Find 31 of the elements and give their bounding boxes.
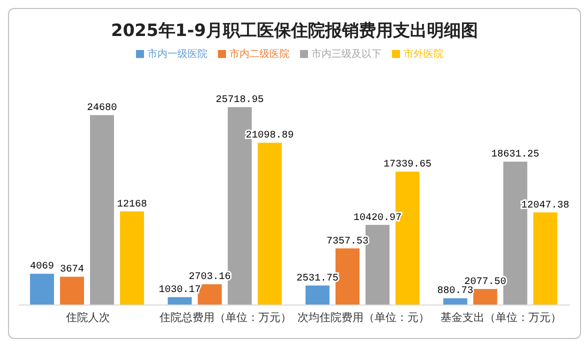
x-tick-label: 住院总费用（单位：万元） (160, 310, 292, 324)
bar (60, 276, 84, 305)
bar (258, 142, 282, 305)
legend-label: 市外医院 (404, 49, 444, 60)
bar (443, 298, 468, 305)
legend-label: 市内三级及以下 (312, 49, 382, 60)
legend-label: 市内二级医院 (230, 49, 290, 60)
bar (120, 211, 144, 305)
bar (306, 286, 330, 305)
bar (533, 212, 558, 305)
data-label: 21098.89 (246, 130, 294, 142)
x-tick-label: 基金支出（单位：万元） (440, 310, 562, 324)
bar (473, 289, 498, 305)
data-label: 3674 (60, 264, 84, 276)
data-label: 4069 (30, 262, 54, 273)
chart-title: 2025年1-9月职工医保住院报销费用支出明细图 (110, 20, 480, 43)
data-label: 880.73 (437, 286, 474, 298)
data-label: 18631.25 (491, 150, 540, 161)
bar (90, 115, 114, 305)
data-label: 7357.53 (326, 236, 369, 248)
bar (168, 297, 192, 305)
data-label: 17339.65 (384, 160, 432, 171)
data-label: 25718.95 (216, 95, 264, 106)
data-label: 12047.38 (521, 200, 570, 212)
x-tick-label: 住院人次 (66, 310, 110, 324)
data-label: 24680 (87, 103, 118, 114)
data-label: 2703.16 (188, 272, 231, 284)
legend-label: 市内一级医院 (148, 49, 208, 60)
data-label: 12168 (117, 199, 148, 210)
bar (30, 274, 54, 305)
x-tick-label: 次均住院费用（单位：元） (297, 310, 430, 324)
